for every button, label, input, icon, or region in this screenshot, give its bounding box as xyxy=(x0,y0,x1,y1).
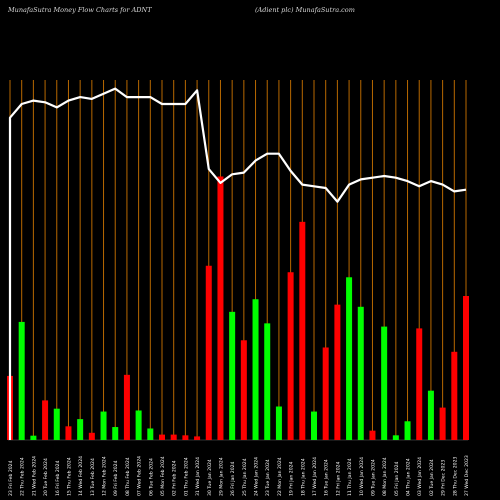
x-tick-label: 15 Thu Feb 2024 xyxy=(66,457,72,496)
bar-up xyxy=(135,410,142,440)
bar-down xyxy=(322,347,329,440)
price-line xyxy=(8,87,467,440)
bar-up xyxy=(100,411,107,440)
bar-down xyxy=(194,436,201,440)
x-tick-label: 09 Tue Jan 2024 xyxy=(370,459,376,496)
x-tick-label: 02 Fri Feb 2024 xyxy=(172,460,178,496)
x-tick-labels: 23 Fri Feb 2024 22 Thu Feb 2024 21 Wed Feb… xyxy=(8,455,470,496)
bar-down xyxy=(334,304,341,440)
bar-up xyxy=(18,321,25,440)
x-tick-label: 26 Fri Jan 2024 xyxy=(230,461,236,496)
bar-down xyxy=(159,434,165,440)
x-tick-label: 09 Fri Feb 2024 xyxy=(113,460,119,496)
bar-down xyxy=(439,407,446,440)
x-tick-label: 07 Wed Feb 2024 xyxy=(137,456,143,496)
x-tick-label: 21 Wed Feb 2024 xyxy=(31,456,37,496)
bar-down xyxy=(170,434,177,440)
bar-up xyxy=(346,277,353,440)
x-tick-label: 29 Fri Dec 2023 xyxy=(441,460,447,496)
money-flow-line xyxy=(8,87,467,440)
x-tick-label: 10 Wed Jan 2024 xyxy=(359,457,365,496)
x-tick-label: 01 Thu Feb 2024 xyxy=(183,457,189,496)
x-tick-label: 02 Tue Jan 2024 xyxy=(429,459,435,496)
bar-up xyxy=(392,435,399,440)
chart-title: MunafaSutra Money Flow Charts for ADNT xyxy=(8,6,152,14)
bar-down xyxy=(369,430,376,440)
bar-down xyxy=(451,351,458,440)
bar-up xyxy=(427,390,434,440)
bar-up xyxy=(30,435,37,440)
bar-up xyxy=(147,428,154,440)
bar-up xyxy=(53,408,60,440)
bar-up xyxy=(77,419,84,440)
x-tick-label: 25 Thu Jan 2024 xyxy=(242,458,248,496)
bar-down xyxy=(88,432,95,440)
x-tick-label: 12 Mon Feb 2024 xyxy=(102,456,108,496)
x-tick-label: 20 Tue Feb 2024 xyxy=(43,458,49,496)
x-tick-label: 24 Wed Jan 2024 xyxy=(254,457,260,496)
x-tick-label: 03 Wed Jan 2024 xyxy=(417,457,423,496)
x-tick-label: 31 Wed Jan 2024 xyxy=(195,457,201,496)
x-tick-label: 27 Wed Dec 2023 xyxy=(464,455,470,496)
bar-up xyxy=(381,326,388,440)
bar-down xyxy=(65,426,72,440)
bar-up xyxy=(264,323,271,440)
x-tick-label: 06 Tue Feb 2024 xyxy=(148,458,154,496)
x-tick-label: 29 Mon Jan 2024 xyxy=(218,457,224,496)
x-tick-label: 14 Wed Feb 2024 xyxy=(78,456,84,496)
grid-lines xyxy=(8,80,468,441)
bar-down xyxy=(240,340,247,440)
bar-up xyxy=(229,311,236,440)
bars xyxy=(7,176,469,441)
bar-up xyxy=(112,427,119,440)
bar-up xyxy=(357,306,364,440)
bar-down xyxy=(463,296,469,440)
x-tick-label: 05 Fri Jan 2024 xyxy=(394,461,400,496)
x-tick-label: 13 Tue Feb 2024 xyxy=(90,458,96,496)
x-tick-label: 17 Wed Jan 2024 xyxy=(312,457,318,496)
x-tick-label: 11 Thu Jan 2024 xyxy=(347,458,353,496)
bar-down xyxy=(217,176,224,441)
bar-down xyxy=(42,400,49,440)
bar-down xyxy=(205,265,212,440)
x-tick-label: 30 Tue Jan 2024 xyxy=(207,459,213,496)
bar-up xyxy=(252,299,259,440)
x-tick-label: 23 Fri Feb 2024 xyxy=(8,460,14,496)
x-tick-label: 18 Thu Jan 2024 xyxy=(300,458,306,496)
x-tick-label: 22 Mon Jan 2024 xyxy=(277,457,283,496)
x-tick-label: 16 Tue Jan 2024 xyxy=(324,459,330,496)
bar-up xyxy=(311,411,317,440)
chart-subtitle: (Adient plc) MunafaSutra.com xyxy=(255,6,355,14)
x-tick-label: 05 Mon Feb 2024 xyxy=(160,456,166,496)
x-tick-label: 28 Thu Dec 2023 xyxy=(452,456,458,496)
x-tick-label: 12 Fri Jan 2024 xyxy=(335,461,341,496)
x-tick-label: 04 Thu Jan 2024 xyxy=(406,458,412,496)
bar-down xyxy=(287,272,294,440)
bar-down xyxy=(182,435,189,440)
x-tick-label: 19 Fri Jan 2024 xyxy=(289,461,295,496)
x-tick-label: 08 Thu Feb 2024 xyxy=(125,457,131,496)
x-tick-label: 22 Thu Feb 2024 xyxy=(20,457,26,496)
x-tick-label: 16 Fri Feb 2024 xyxy=(55,460,61,496)
bar-down xyxy=(299,221,306,440)
bar-down xyxy=(123,374,130,440)
x-tick-label: 23 Tue Jan 2024 xyxy=(265,459,271,496)
x-tick-label: 08 Mon Jan 2024 xyxy=(382,457,388,496)
bar-up xyxy=(275,406,282,440)
bar-down xyxy=(416,328,423,440)
bar-up xyxy=(404,421,411,440)
